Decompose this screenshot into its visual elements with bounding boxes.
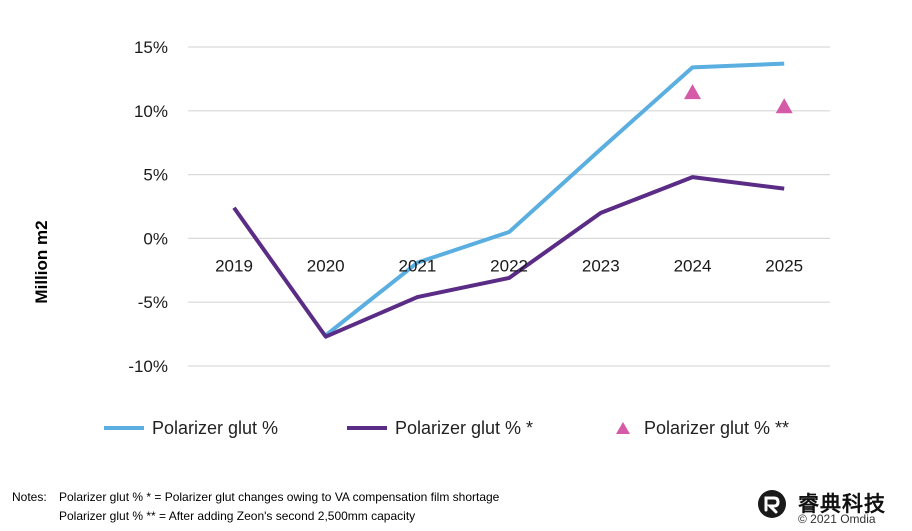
gridlines [188, 46, 830, 367]
x-tick-label: 2020 [307, 256, 345, 275]
x-tick-label: 2025 [765, 256, 803, 275]
x-tick-label: 2021 [398, 256, 436, 275]
legend: Polarizer glut % Polarizer glut % * Pola… [100, 414, 860, 442]
legend-swatch-series-2 [347, 426, 387, 430]
legend-item-series-1: Polarizer glut % [104, 414, 278, 442]
notes-line-2: Polarizer glut % ** = After adding Zeon'… [59, 509, 416, 523]
chart-notes: Notes: Polarizer glut % * = Polarizer gl… [12, 488, 499, 526]
legend-swatch-series-1 [104, 426, 144, 430]
x-tick-label: 2023 [582, 256, 620, 275]
y-tick-label: -10% [128, 357, 168, 376]
copyright-text: © 2021 Omdia [798, 512, 876, 526]
x-tick-labels: 2019 2020 2021 2022 2023 2024 2025 [215, 256, 803, 275]
notes-line-1: Polarizer glut % * = Polarizer glut chan… [59, 490, 500, 504]
x-tick-label: 2024 [674, 256, 712, 275]
watermark: 睿典科技 © 2021 Omdia [758, 488, 908, 528]
legend-label-series-2: Polarizer glut % * [395, 417, 534, 438]
notes-label: Notes: [12, 490, 47, 504]
y-axis-title: Million m2 [32, 220, 51, 303]
y-tick-label: 0% [143, 229, 168, 248]
series-line-1 [324, 61, 785, 337]
brand-logo-icon [758, 490, 786, 518]
triangle-marker [684, 84, 701, 100]
legend-item-series-3: Polarizer glut % ** [616, 414, 789, 442]
legend-label-series-3: Polarizer glut % ** [644, 417, 790, 438]
y-tick-label: -5% [138, 293, 168, 312]
y-tick-label: 15% [134, 38, 168, 57]
series-line-2 [232, 175, 785, 339]
y-tick-labels: 15% 10% 5% 0% -5% -10% [128, 38, 168, 376]
series-markers [684, 84, 793, 114]
legend-label-series-1: Polarizer glut % [152, 417, 279, 438]
series-lines [232, 61, 785, 339]
triangle-marker-icon [616, 422, 630, 434]
y-tick-label: 10% [134, 102, 168, 121]
x-tick-label: 2019 [215, 256, 253, 275]
triangle-marker [775, 98, 793, 114]
legend-item-series-2: Polarizer glut % * [347, 414, 533, 442]
x-tick-label: 2022 [490, 256, 528, 275]
y-tick-label: 5% [143, 166, 168, 185]
watermark-brand: 睿典科技 [798, 492, 886, 516]
